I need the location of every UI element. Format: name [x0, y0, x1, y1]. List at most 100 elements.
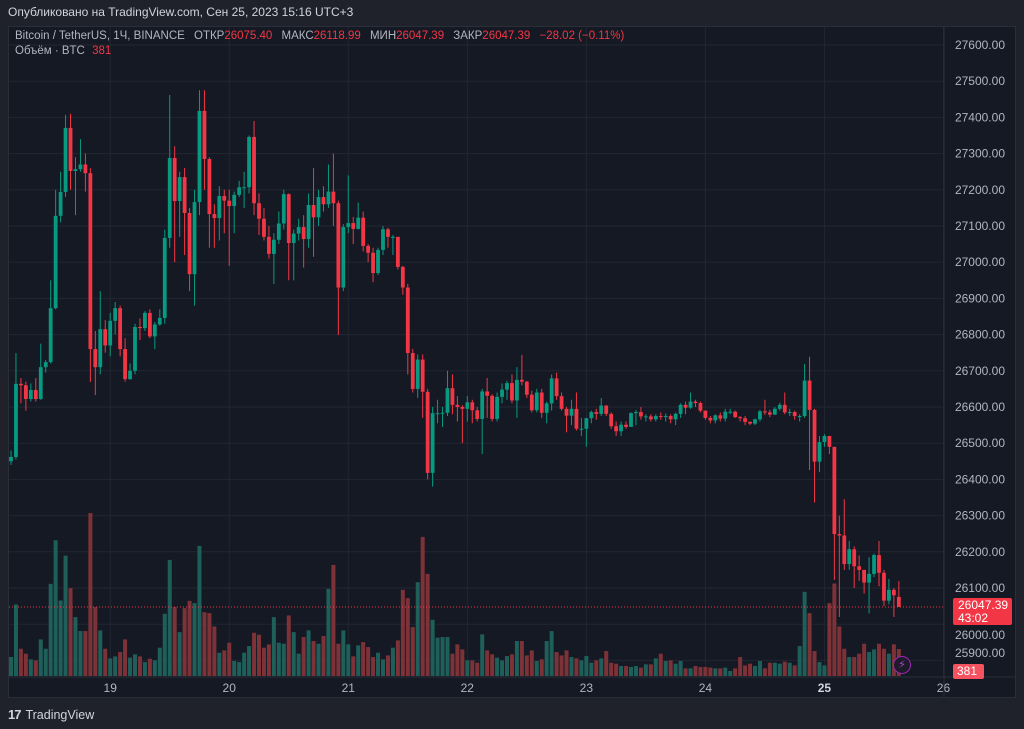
volume-bar: [554, 652, 559, 676]
close-label: ЗАКР: [453, 30, 483, 42]
last-price-label: 26047.39 43:02: [953, 598, 1012, 625]
candle-body: [247, 136, 251, 188]
volume-bar: [410, 627, 415, 676]
volume-bar: [460, 649, 465, 676]
volume-bar: [202, 612, 207, 676]
volume-bar: [465, 660, 470, 676]
date-tick-label: 25: [818, 681, 832, 695]
candle-body: [723, 411, 728, 419]
candle-body: [157, 317, 162, 325]
candle-body: [777, 404, 782, 409]
chart-frame[interactable]: [8, 26, 1016, 698]
volume-bar: [212, 626, 217, 676]
candle-body: [787, 412, 792, 414]
volume-bar: [207, 613, 212, 676]
candle-body: [539, 392, 544, 413]
candle-body: [594, 412, 599, 414]
candle-body: [252, 136, 256, 204]
volume-bar: [619, 666, 624, 676]
candle-body: [639, 412, 643, 417]
volume-bar: [767, 662, 772, 676]
candle-body: [807, 380, 812, 410]
chart-legend: Bitcoin / TetherUS, 1Ч, BINANCE ОТКР2607…: [15, 29, 624, 59]
volume-bar: [33, 660, 38, 676]
candle-body: [743, 418, 747, 422]
volume-bar: [490, 654, 495, 676]
candle-body: [852, 549, 857, 567]
volume-bar: [792, 665, 797, 676]
volume-bar: [311, 641, 316, 676]
tradingview-logo-icon[interactable]: 17: [8, 707, 22, 722]
candle-body: [812, 409, 817, 462]
volume-bar: [133, 654, 137, 676]
volume-value: 381: [92, 45, 112, 57]
candle-body: [817, 442, 822, 462]
candle-body: [182, 177, 187, 213]
candle-body: [281, 194, 286, 224]
candle-body: [495, 396, 499, 419]
volume-bar: [728, 670, 733, 676]
open-value: 26075.40: [224, 30, 273, 42]
footer-logo-text[interactable]: TradingView: [25, 707, 95, 722]
volume-bar: [519, 641, 524, 676]
volume-bar: [395, 640, 400, 676]
volume-bar: [147, 658, 152, 676]
volume-bar: [128, 657, 133, 676]
volume-bar: [167, 559, 172, 676]
candle-body: [286, 194, 291, 244]
candle-body: [519, 379, 524, 382]
volume-bar: [514, 641, 519, 676]
volume-bar: [222, 650, 227, 676]
candle-body: [584, 418, 589, 429]
volume-bar: [589, 662, 594, 676]
candle-body: [276, 223, 281, 240]
volume-bar: [852, 657, 857, 676]
volume-bar: [405, 598, 410, 676]
candle-body: [728, 411, 733, 413]
volume-bar: [549, 631, 554, 676]
candle-body: [113, 308, 118, 321]
candle-body: [648, 416, 653, 420]
candle-body: [207, 159, 212, 215]
volume-bar: [103, 648, 108, 676]
high-label: МАКС: [281, 30, 314, 42]
volume-bar: [663, 660, 668, 676]
volume-label[interactable]: Объём · BTC: [15, 45, 85, 57]
candle-body: [202, 110, 207, 160]
candle-body: [609, 413, 614, 427]
candle-body: [658, 416, 663, 418]
candle-body: [43, 362, 48, 368]
volume-bar: [832, 583, 837, 676]
price-tick-label: 26400.00: [955, 472, 1005, 486]
candle-body: [887, 589, 891, 601]
candle-body: [460, 407, 465, 409]
price-tick-label: 27500.00: [955, 74, 1005, 88]
volume-bar: [142, 662, 147, 676]
candle-body: [604, 405, 609, 414]
price-tick-label: 27200.00: [955, 183, 1005, 197]
volume-bar: [13, 604, 18, 676]
candle-body: [143, 312, 147, 329]
candle-body: [400, 266, 405, 288]
candle-body: [133, 326, 137, 371]
candle-body: [98, 329, 103, 368]
symbol-description[interactable]: Bitcoin / TetherUS, 1Ч, BINANCE: [15, 30, 185, 42]
candle-body: [48, 308, 53, 363]
candle-body: [123, 349, 127, 380]
candle-body: [331, 191, 336, 204]
lightning-icon[interactable]: ⚡︎: [893, 656, 911, 674]
volume-bar: [450, 653, 455, 676]
volume-bar: [152, 660, 157, 676]
candle-body: [415, 359, 420, 389]
volume-bar: [842, 648, 847, 676]
volume-bar: [886, 653, 891, 676]
volume-bar: [802, 591, 807, 676]
volume-bar: [237, 662, 242, 676]
candle-body: [128, 370, 132, 380]
volume-bar: [648, 664, 653, 676]
volume-bar: [58, 600, 63, 676]
candle-body: [554, 378, 559, 397]
price-tick-label: 27300.00: [955, 147, 1005, 161]
volume-bar: [172, 607, 177, 676]
